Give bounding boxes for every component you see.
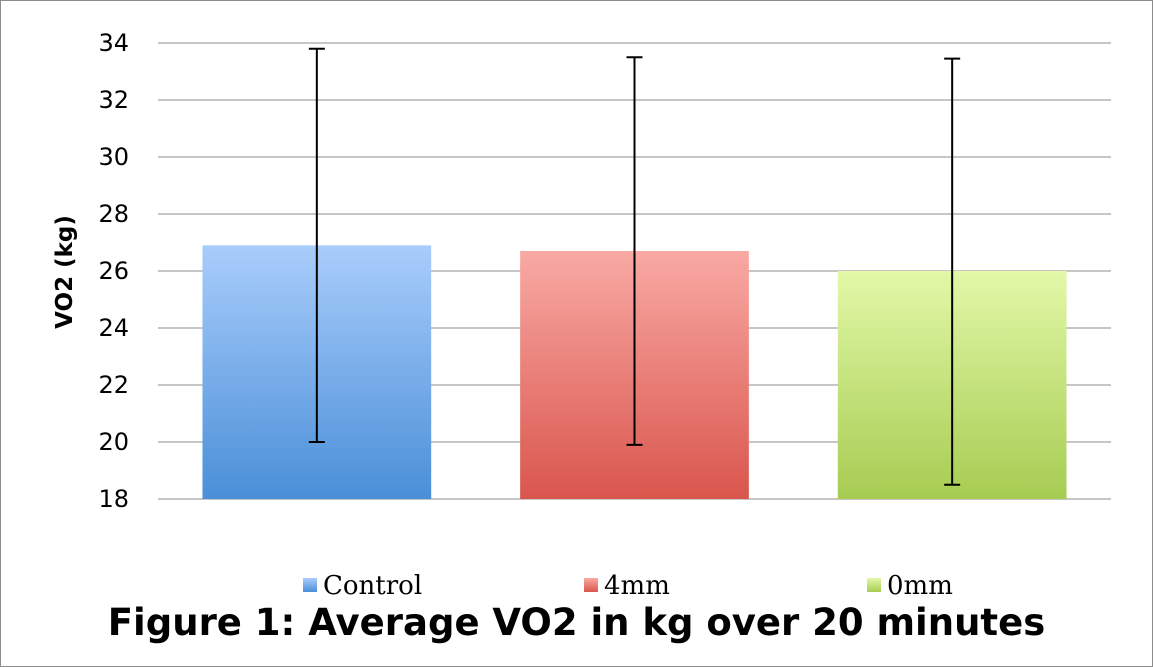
legend-label-control: Control	[323, 571, 422, 601]
y-axis-ticks: 18 20 22 24 26 28 30 32 34	[98, 29, 129, 513]
figure-caption: Figure 1: Average VO2 in kg over 20 minu…	[107, 601, 1046, 644]
legend-label-4mm: 4mm	[604, 571, 670, 601]
y-tick-label: 32	[98, 86, 129, 114]
error-bars	[308, 47, 961, 486]
legend-label-0mm: 0mm	[887, 571, 953, 601]
y-tick-label: 18	[98, 485, 129, 513]
y-tick-label: 28	[98, 200, 129, 228]
y-tick-label: 26	[98, 257, 129, 285]
legend: Control 4mm 0mm	[303, 571, 953, 601]
legend-swatch-0mm	[867, 578, 881, 592]
y-tick-label: 30	[98, 143, 129, 171]
legend-swatch-4mm	[584, 578, 598, 592]
y-axis-title: VO2 (kg)	[52, 215, 78, 329]
y-tick-label: 20	[98, 428, 129, 456]
legend-swatch-control	[303, 578, 317, 592]
y-tick-label: 24	[98, 314, 129, 342]
y-tick-label: 22	[98, 371, 129, 399]
y-tick-label: 34	[98, 29, 129, 57]
